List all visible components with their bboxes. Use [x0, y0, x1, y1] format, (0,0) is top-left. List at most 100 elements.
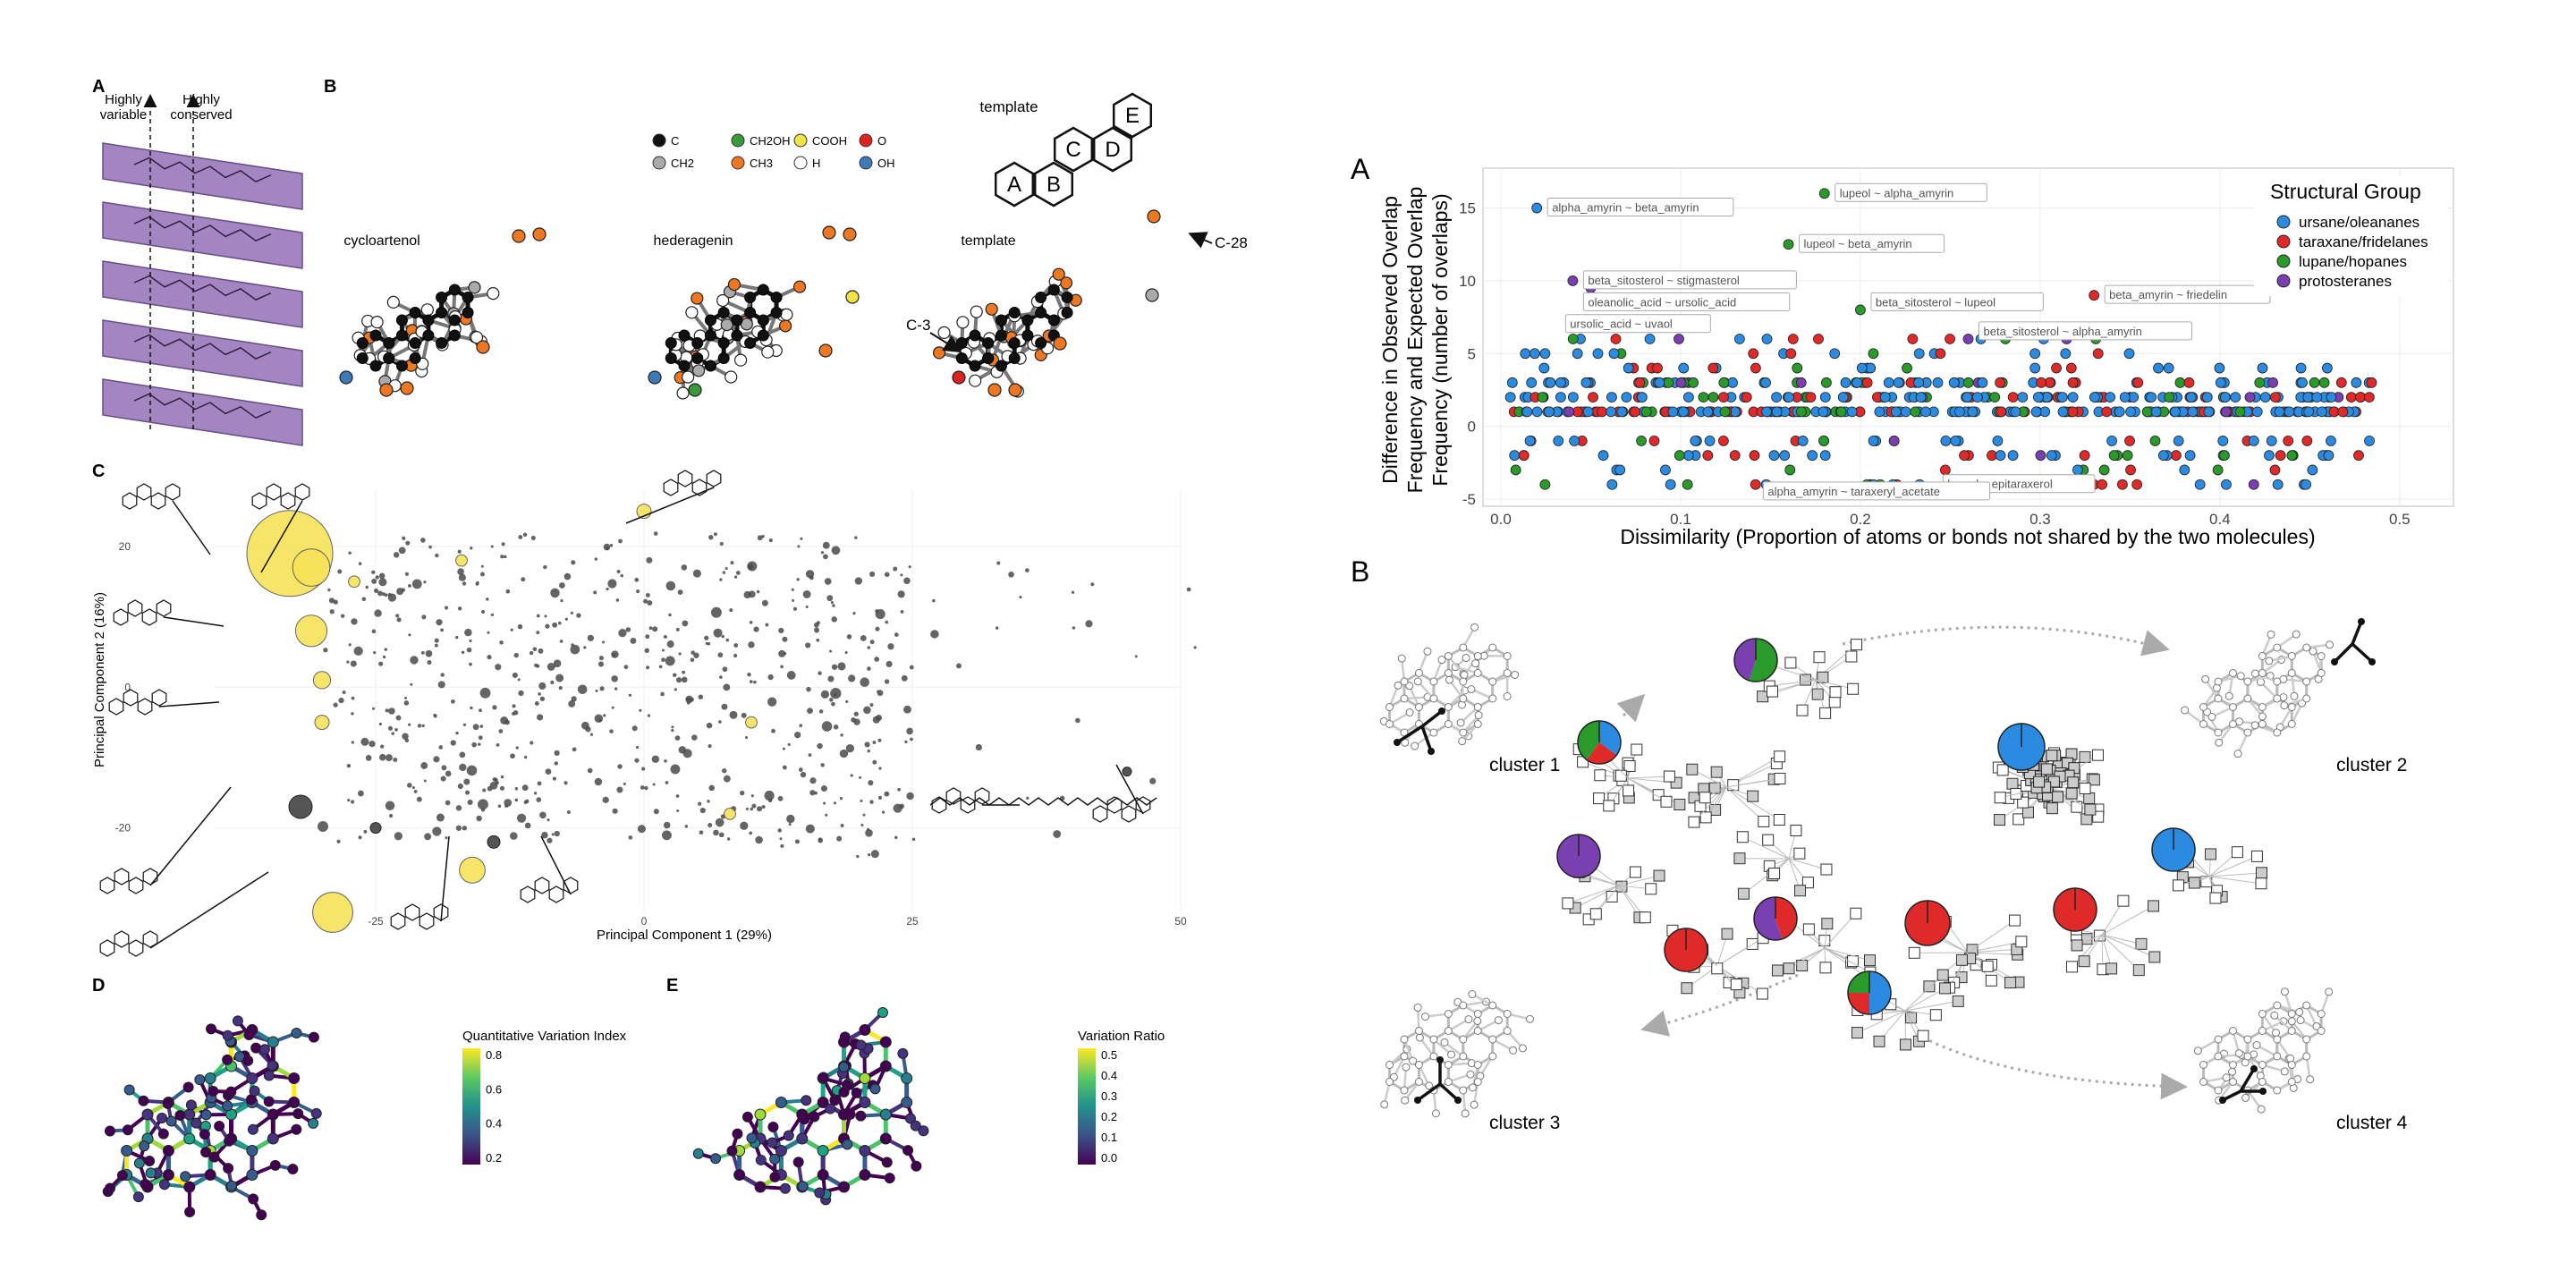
- overlap-point: [1660, 464, 1671, 476]
- pca-point: [328, 597, 335, 604]
- molecule-label-hederagenin: hederagenin: [654, 233, 733, 249]
- compound-node: [1819, 707, 1832, 719]
- network-node-terminal: [222, 1100, 233, 1112]
- overlap-point: [1907, 334, 1919, 344]
- pca-point: [730, 561, 734, 565]
- overlap-point-labeled: [1818, 188, 1830, 199]
- pca-point: [856, 854, 860, 859]
- overlap-point: [2217, 436, 2229, 446]
- network-node: [288, 1072, 301, 1084]
- network-link: [1772, 679, 1817, 692]
- overlap-point: [2323, 450, 2334, 462]
- substituent-atom: [970, 305, 983, 318]
- overlap-point: [1750, 479, 1761, 490]
- panel-label-d: D: [92, 976, 105, 996]
- skeleton-highlight-bond: [2351, 642, 2374, 664]
- pca-point: [560, 599, 564, 603]
- pca-point: [424, 833, 432, 841]
- skeleton-atom: [1414, 669, 1423, 677]
- overlap-point: [2366, 377, 2377, 388]
- overlap-point: [2219, 450, 2230, 462]
- callout-structure-ring: [974, 787, 990, 805]
- overlap-point: [1913, 377, 1925, 388]
- heteroatom: [822, 225, 836, 240]
- overlap-point: [1707, 362, 1719, 374]
- overlap-point: [2244, 392, 2256, 402]
- compound-node: [1802, 923, 1815, 936]
- pca-point: [420, 651, 425, 655]
- pca-point: [470, 547, 473, 550]
- panel-label-e: E: [666, 976, 678, 996]
- skeleton-sub-atom: [1413, 1004, 1422, 1013]
- skeleton-atom: [1444, 1061, 1453, 1069]
- arrow-c28: [1188, 232, 1213, 249]
- skeleton-highlight-atom: [2250, 1065, 2258, 1072]
- compound-node: [1784, 657, 1797, 669]
- pca-point: [932, 598, 936, 603]
- substituent-atom: [937, 326, 951, 339]
- callout-structure-ring: [128, 939, 144, 957]
- overlap-point: [2072, 464, 2083, 476]
- overlap-point: [1539, 479, 1551, 490]
- cluster-label-2: cluster 2: [2336, 755, 2407, 775]
- panel-a-stack: Highly variable Highly conserved: [100, 92, 303, 446]
- overlap-point: [2131, 479, 2143, 490]
- colorbar-tick: 0.4: [486, 1117, 502, 1131]
- pca-point: [457, 549, 462, 554]
- pca-point: [595, 689, 598, 692]
- pca-point: [721, 634, 725, 639]
- callout-structure-ring: [251, 492, 267, 510]
- pca-point: [501, 542, 505, 547]
- pca-point: [606, 547, 609, 551]
- skeleton-atom: [1459, 728, 1468, 737]
- pca-point: [1026, 796, 1030, 800]
- pca-point: [780, 843, 784, 848]
- pca-point: [704, 635, 709, 640]
- pca-point: [487, 655, 492, 660]
- pca-point: [329, 609, 335, 614]
- compound-node: [2188, 877, 2200, 889]
- pca-point: [363, 829, 368, 834]
- pca-point: [646, 556, 653, 564]
- carbon-atom: [383, 337, 395, 349]
- pca-point: [900, 609, 904, 614]
- skeleton-sub-atom: [1468, 990, 1477, 999]
- pca-point: [554, 830, 560, 837]
- overlap-point: [2067, 392, 2079, 402]
- overlap-point: [2284, 406, 2295, 418]
- pca-point: [404, 696, 408, 699]
- skeleton-atom: [2287, 652, 2296, 660]
- network-node-terminal: [910, 1120, 921, 1131]
- compound-node: [1737, 887, 1750, 900]
- skeleton-atom: [1473, 1078, 1482, 1086]
- skeleton-sub-atom: [1380, 1100, 1389, 1109]
- overlap-point: [2124, 436, 2135, 446]
- pca-point: [860, 677, 869, 687]
- overlap-point: [1678, 362, 1690, 374]
- compound-node: [2209, 892, 2222, 904]
- pca-point: [748, 641, 755, 648]
- pca-point: [930, 630, 939, 639]
- overlap-ylabel-line-1: Difference in Observed Overlap: [1378, 196, 1402, 484]
- pca-point: [479, 687, 491, 699]
- panel-label-c: C: [92, 462, 105, 481]
- overlap-legend-label: taraxane/fridelanes: [2299, 233, 2428, 250]
- plane-molecule-sketch: [133, 216, 272, 242]
- pca-point: [427, 660, 432, 665]
- carbon-atom: [1008, 307, 1021, 318]
- pca-point: [698, 694, 704, 699]
- skeleton-atom: [2273, 643, 2282, 652]
- cluster-flow-arrow: [1842, 625, 2170, 657]
- pca-gridlines: [215, 490, 1182, 912]
- carbon-atom: [1047, 284, 1060, 296]
- pca-point-large: [487, 835, 501, 849]
- pca-point: [435, 553, 439, 558]
- skeleton-highlight-atom: [1436, 1056, 1444, 1063]
- pca-point: [884, 679, 890, 684]
- compound-node: [2078, 955, 2090, 968]
- network-node: [796, 1132, 809, 1145]
- compound-node: [1864, 954, 1877, 967]
- overlap-point: [1531, 406, 1543, 418]
